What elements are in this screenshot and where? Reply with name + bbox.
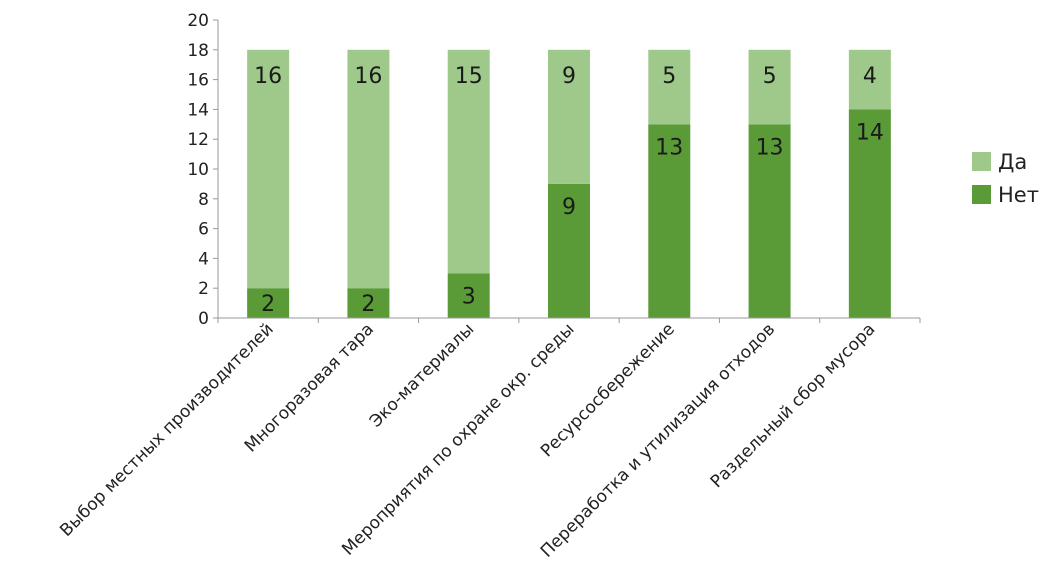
bar-value-label: 3	[462, 285, 476, 310]
y-tick-label: 6	[198, 220, 209, 240]
bar-segment-net	[648, 124, 691, 318]
bar-value-label: 13	[655, 135, 683, 160]
y-tick-label: 8	[198, 190, 209, 210]
y-axis: 0 2 4 6 8 10 12 14 16 18 20	[187, 11, 219, 329]
y-tick-label: 20	[187, 11, 209, 31]
bar-value-labels: 2 16 2 16 3 15 9 9 13 5 13 5 14 4	[254, 64, 884, 317]
bar-segment-da	[247, 49, 290, 289]
bar-value-label: 9	[562, 64, 576, 89]
category-label: Раздельный сбор мусора	[707, 319, 880, 492]
y-tick-label: 16	[187, 71, 209, 91]
y-tick-label: 0	[198, 309, 209, 329]
bar-segment-da	[848, 49, 891, 110]
bar-segment-da	[347, 49, 390, 289]
bar-segment-da	[648, 49, 691, 125]
bar-segment-net	[848, 109, 891, 319]
bar-segment-da	[447, 49, 490, 274]
legend: Да Нет	[972, 150, 1039, 207]
bar-segment-da	[748, 49, 791, 125]
bar-segment-da	[548, 49, 590, 184]
legend-swatch	[972, 185, 991, 204]
y-tick-label: 2	[198, 279, 209, 299]
legend-swatch	[972, 152, 991, 171]
y-tick-label: 4	[198, 249, 209, 269]
legend-label: Да	[998, 150, 1027, 174]
bar-value-label: 2	[261, 292, 275, 317]
bar-value-label: 2	[361, 292, 375, 317]
bar-value-label: 15	[455, 64, 483, 89]
y-tick-label: 14	[187, 100, 209, 120]
bar-value-label: 13	[756, 135, 784, 160]
bar-segment-net	[548, 183, 590, 318]
category-label: Эко-материалы	[366, 319, 478, 431]
bar-value-label: 4	[863, 64, 877, 89]
bar-segment-net	[247, 288, 290, 318]
bar-value-label: 16	[354, 64, 382, 89]
y-tick-label: 10	[187, 160, 209, 180]
bar-value-label: 16	[254, 64, 282, 89]
category-label: Выбор местных производителей	[56, 319, 277, 540]
bar-value-label: 5	[763, 64, 777, 89]
bar-value-label: 14	[856, 120, 884, 145]
bar-segment-net	[347, 288, 390, 318]
y-tick-label: 12	[187, 130, 209, 150]
bar-value-label: 9	[562, 195, 576, 220]
legend-label: Нет	[998, 183, 1039, 207]
bar-segment-net	[447, 273, 490, 318]
x-axis: Выбор местных производителейМногоразовая…	[56, 317, 921, 562]
bars	[247, 49, 891, 319]
bar-value-label: 5	[662, 64, 676, 89]
category-label: Мероприятия по охране окр. среды	[338, 319, 578, 559]
y-tick-label: 18	[187, 41, 209, 61]
bar-segment-net	[748, 124, 791, 318]
